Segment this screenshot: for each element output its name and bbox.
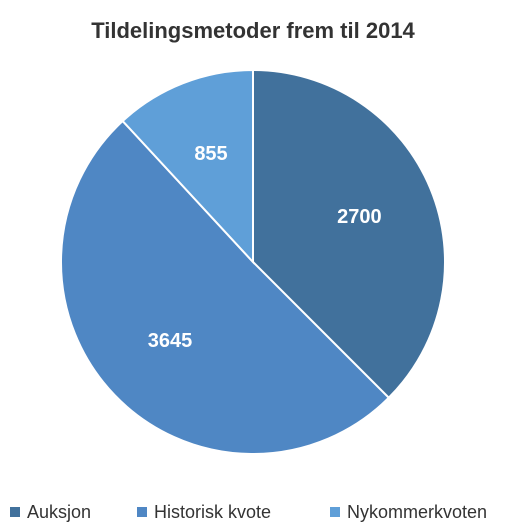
data-label: 855: [194, 143, 227, 165]
legend-label: Historisk kvote: [154, 502, 271, 522]
legend-label: Nykommerkvoten: [347, 502, 487, 522]
legend-label: Auksjon: [27, 502, 91, 522]
chart-title: Tildelingsmetoder frem til 2014: [91, 18, 415, 43]
legend-swatch: [137, 507, 147, 517]
legend-swatch: [10, 507, 20, 517]
data-label: 2700: [337, 206, 382, 228]
pie-slice: [252, 68, 446, 400]
pie-slice: [121, 68, 254, 265]
legend-swatch: [330, 507, 340, 517]
pie-slice: [60, 119, 391, 456]
data-label: 3645: [148, 330, 193, 352]
